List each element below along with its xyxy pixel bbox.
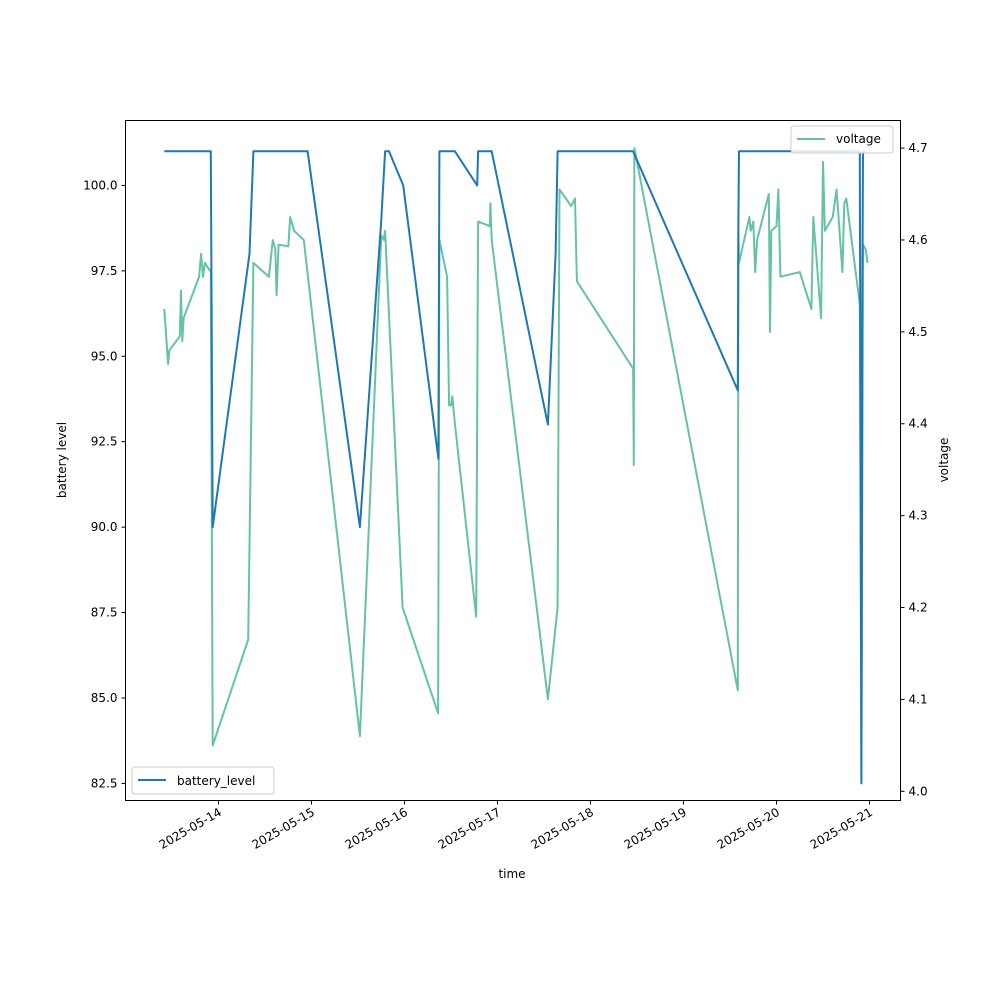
right-axis-ticks: 4.0 4.1 4.2 4.3 4.4 4.5 4.6 4.7 xyxy=(900,141,928,798)
legend-right-label: voltage xyxy=(836,132,881,146)
plot-area xyxy=(125,120,901,801)
legend-left-label: battery_level xyxy=(177,774,255,788)
left-tick-label: 92.5 xyxy=(91,435,118,449)
left-axis-label: battery level xyxy=(55,422,69,498)
x-axis-label: time xyxy=(498,867,525,881)
right-tick-label: 4.3 xyxy=(909,509,928,523)
left-tick-label: 95.0 xyxy=(91,349,118,363)
right-axis-label: voltage xyxy=(937,438,951,483)
left-tick-label: 87.5 xyxy=(91,606,118,620)
legend-right: voltage xyxy=(790,125,894,154)
right-tick-label: 4.1 xyxy=(909,692,928,706)
left-tick-label: 97.5 xyxy=(91,264,118,278)
legend-left: battery_level xyxy=(131,766,275,795)
plot-frame xyxy=(125,120,901,801)
left-axis-ticks: 82.5 85.0 87.5 90.0 92.5 95.0 97.5 100.0 xyxy=(83,178,126,790)
right-tick-label: 4.4 xyxy=(909,417,928,431)
left-tick-label: 100.0 xyxy=(83,178,117,192)
left-tick-label: 85.0 xyxy=(91,691,118,705)
left-tick-label: 82.5 xyxy=(91,776,118,790)
left-tick-label: 90.0 xyxy=(91,520,118,534)
legend-right-box xyxy=(790,125,894,154)
right-tick-label: 4.5 xyxy=(909,325,928,339)
right-tick-label: 4.6 xyxy=(909,233,928,247)
right-tick-label: 4.7 xyxy=(909,141,928,155)
right-tick-label: 4.2 xyxy=(909,601,928,615)
legend-left-box xyxy=(131,766,275,795)
series-line-voltage xyxy=(163,147,869,781)
right-tick-label: 4.0 xyxy=(909,784,928,798)
